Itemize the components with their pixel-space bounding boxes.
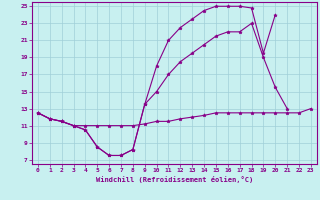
X-axis label: Windchill (Refroidissement éolien,°C): Windchill (Refroidissement éolien,°C) bbox=[96, 176, 253, 183]
